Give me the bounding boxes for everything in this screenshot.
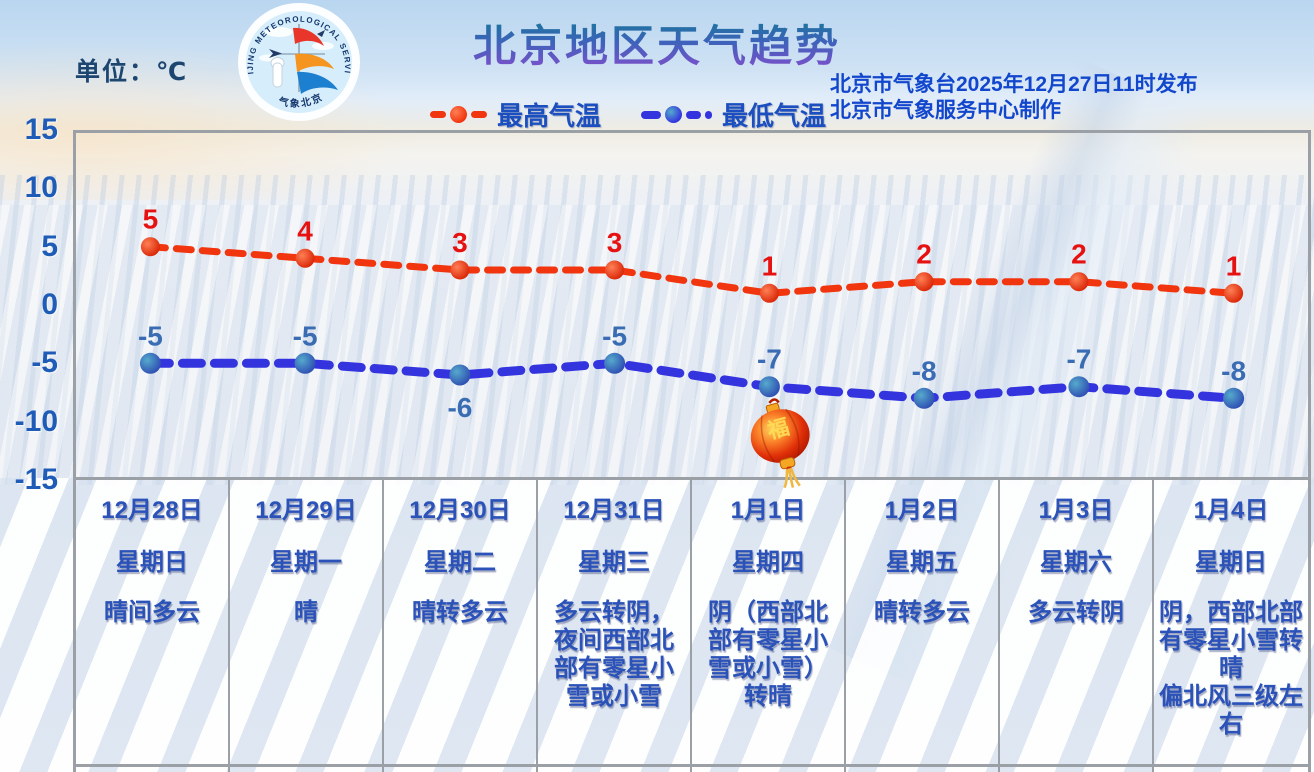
logo-blue-ribbon (297, 71, 338, 94)
forecast-table: 12月28日 星期日 晴间多云 12月29日 星期一晴 12月30日 星期二 晴转多云 12月3… (73, 480, 1311, 772)
forecast-cell: 12月28日 星期日晴间多云 (76, 480, 230, 772)
page-title: 北京地区天气趋势 (0, 12, 1314, 74)
y-tick-label: -15 (14, 463, 58, 496)
min-temp-point (139, 352, 161, 374)
max-temp-value-label: 1 (1226, 250, 1242, 281)
y-tick-label: -5 (31, 346, 58, 380)
max-temp-value-label: 2 (1071, 239, 1087, 270)
min-temp-point (449, 364, 471, 386)
forecast-date: 12月29日 (255, 497, 357, 524)
forecast-weekday: 星期日 (1195, 549, 1267, 576)
logo-balloon-icon (272, 62, 283, 88)
min-temp-value-label: -5 (138, 320, 163, 351)
forecast-date: 1月2日 (884, 497, 960, 524)
logo-plane-icon (317, 30, 325, 37)
forecast-weather: 晴 (294, 599, 318, 626)
issue-line-1: 北京市气象台2025年12月27日11时发布 (830, 73, 1198, 96)
max-temp-point (914, 272, 934, 292)
min-temp-value-label: -7 (1066, 344, 1091, 375)
forecast-cell: 1月3日星期六多云转阴 (1000, 480, 1154, 772)
legend-line-sample (430, 106, 487, 123)
min-temp-line (145, 358, 1239, 403)
y-tick-label: 5 (41, 229, 58, 263)
temperature-chart: 5 4 3 3 1 2 2 1 -5 -5 -6 -5 -7 -8 -7 -8 (138, 204, 1246, 423)
min-temp-point (913, 387, 935, 409)
forecast-weekday: 星期六 (1040, 549, 1112, 576)
min-temp-value-label: -8 (912, 355, 937, 386)
min-temp-point (758, 376, 780, 398)
min-temp-point (1068, 376, 1090, 398)
forecast-weather: 多云转阴 (1028, 599, 1124, 626)
forecast-weather: 多云转阴，夜间西部北部有零星小雪或小雪 (554, 599, 674, 710)
min-temp-point (604, 352, 626, 374)
issue-line-2: 北京市气象服务中心制作 (830, 99, 1061, 122)
max-temp-value-label: 2 (916, 239, 932, 270)
forecast-cell: 1月2日星期五晴转多云 (846, 480, 1000, 772)
forecast-weather: 阴，西部北部有零星小雪转晴 偏北风三级左右 (1159, 599, 1303, 738)
forecast-weather: 晴转多云 (412, 599, 508, 626)
max-temp-value-label: 3 (452, 227, 468, 258)
y-axis: 15 10 5 0 -5 -10 -15 (0, 113, 64, 496)
min-temp-value-label: -7 (757, 344, 782, 375)
forecast-weekday: 星期五 (886, 549, 958, 576)
y-tick-label: 0 (41, 288, 58, 321)
forecast-weather: 晴转多云 (874, 599, 970, 626)
logo-wind-vane-icon (269, 49, 282, 58)
issue-info: 北京市气象台2025年12月27日11时发布 北京市气象服务中心制作 (830, 72, 1198, 124)
forecast-weather: 晴间多云 (104, 599, 200, 626)
legend-line-sample (641, 106, 713, 123)
chart-legend: 最高气温 最低气温 (430, 96, 826, 133)
y-tick-label: -10 (14, 404, 58, 438)
max-temp-point (759, 283, 779, 303)
max-temp-value-label: 4 (297, 215, 313, 246)
lantern-image: 福 (750, 398, 810, 489)
forecast-date: 1月1日 (730, 497, 806, 524)
y-tick-label: 15 (24, 113, 58, 146)
max-temp-value-label: 1 (762, 250, 778, 281)
max-temp-point (1224, 283, 1244, 303)
min-temp-point (294, 352, 316, 374)
unit-label: 单位：℃ (75, 52, 188, 88)
forecast-weekday: 星期三 (578, 549, 650, 576)
max-temp-value-label: 5 (143, 204, 159, 235)
forecast-weekday: 星期一 (270, 549, 342, 576)
forecast-date: 1月3日 (1038, 497, 1114, 524)
max-temp-line (146, 243, 1238, 297)
forecast-cell: 1月4日星期日阴，西部北部有零星小雪转晴 偏北风三级左右 (1154, 480, 1308, 772)
max-temp-value-label: 3 (607, 227, 623, 258)
min-temp-value-label: -8 (1221, 355, 1246, 386)
forecast-weekday: 星期日 (116, 549, 188, 576)
forecast-cell: 12月29日 星期一晴 (230, 480, 384, 772)
min-temp-value-label: -5 (602, 320, 627, 351)
meteorological-service-logo-icon: BEIJING METEOROLOGICAL SERVICE 气象北京 (237, 2, 360, 121)
max-temp-point (605, 260, 625, 280)
min-temp-value-label: -6 (447, 392, 472, 423)
max-temp-point (140, 237, 160, 257)
forecast-cell: 1月1日星期四阴（西部北部有零星小雪或小雪）转晴 (692, 480, 846, 772)
forecast-date: 1月4日 (1193, 497, 1269, 524)
forecast-date: 12月28日 (101, 497, 203, 524)
logo-red-ribbon (293, 27, 324, 46)
chart-plot-area (73, 130, 1311, 480)
logo-orange-ribbon (295, 53, 334, 72)
forecast-date: 12月31日 (563, 497, 665, 524)
forecast-weekday: 星期四 (732, 549, 804, 576)
max-temp-point (450, 260, 470, 280)
legend-label: 最高气温 (497, 101, 602, 131)
max-temp-point (1069, 272, 1089, 292)
y-tick-label: 10 (24, 171, 58, 205)
forecast-cell: 12月30日 星期二晴转多云 (384, 480, 538, 772)
table-row-divider (73, 764, 1311, 767)
min-temp-point (1223, 387, 1245, 409)
legend-item-min-temp: 最低气温 (641, 96, 826, 133)
legend-label: 最低气温 (722, 101, 827, 131)
forecast-weather: 阴（西部北部有零星小雪或小雪）转晴 (708, 599, 828, 710)
min-temp-value-label: -5 (293, 320, 318, 351)
max-temp-point (295, 248, 315, 268)
forecast-cell: 12月31日 星期三多云转阴，夜间西部北部有零星小雪或小雪 (538, 480, 692, 772)
legend-item-max-temp: 最高气温 (430, 96, 601, 133)
forecast-date: 12月30日 (409, 497, 511, 524)
forecast-weekday: 星期二 (424, 549, 496, 576)
